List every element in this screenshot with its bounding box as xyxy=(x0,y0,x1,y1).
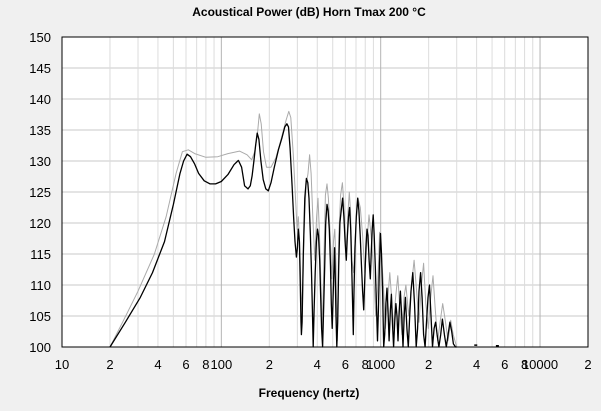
x-tick-label: 10 xyxy=(55,357,69,372)
y-tick-label: 115 xyxy=(30,247,51,262)
x-tick-label: 10000 xyxy=(522,357,558,372)
x-tick-label: 6 xyxy=(501,357,508,372)
y-tick-label: 140 xyxy=(29,92,51,107)
x-tick-label: 100 xyxy=(210,357,232,372)
y-tick-label: 120 xyxy=(29,216,51,231)
x-tick-label: 4 xyxy=(154,357,161,372)
x-tick-label: 6 xyxy=(342,357,349,372)
x-tick-label: 2 xyxy=(584,357,591,372)
plot-border xyxy=(61,36,589,348)
x-tick-label: 8 xyxy=(521,357,528,372)
y-tick-label: 130 xyxy=(29,154,51,169)
grid xyxy=(62,37,588,347)
x-tick-label: 8 xyxy=(362,357,369,372)
y-tick-label: 100 xyxy=(29,340,51,355)
x-tick-label: 4 xyxy=(314,357,321,372)
y-tick-label: 105 xyxy=(29,309,51,324)
x-tick-label: 8 xyxy=(202,357,209,372)
y-tick-label: 145 xyxy=(29,61,51,76)
x-tick-label: 2 xyxy=(425,357,432,372)
x-tick-label: 2 xyxy=(266,357,273,372)
x-axis-title: Frequency (hertz) xyxy=(259,386,360,400)
y-tick-label: 150 xyxy=(29,30,51,45)
x-tick-label: 4 xyxy=(473,357,480,372)
y-tick-label: 135 xyxy=(29,123,51,138)
x-tick-label: 6 xyxy=(182,357,189,372)
chart-title: Acoustical Power (dB) Horn Tmax 200 °C xyxy=(192,5,426,19)
x-tick-label: 1000 xyxy=(366,357,395,372)
series-line-black xyxy=(109,123,457,348)
y-tick-label: 125 xyxy=(29,185,51,200)
y-axis-ticks: 100 105 110 115 120 125 130 135 140 145 150 xyxy=(29,30,51,355)
y-tick-label: 110 xyxy=(30,278,51,293)
series-layer xyxy=(109,110,499,348)
x-tick-label: 2 xyxy=(106,357,113,372)
